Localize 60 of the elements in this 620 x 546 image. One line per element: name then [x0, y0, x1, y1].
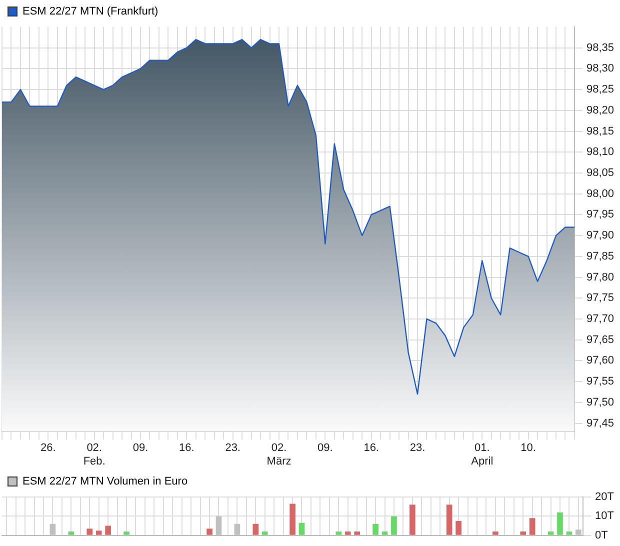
bar: [124, 532, 130, 535]
x-tick-label: 16.: [179, 442, 194, 454]
bar: [548, 532, 554, 535]
bar: [382, 532, 388, 535]
y-tick-label: 0T: [595, 529, 608, 542]
x-tick-label: 16.: [364, 442, 379, 454]
y-tick-label: 98,00: [586, 188, 614, 200]
bar: [529, 518, 536, 535]
bar: [252, 524, 259, 535]
bar: [391, 516, 397, 535]
bar: [298, 522, 305, 535]
bar: [290, 504, 296, 535]
bar: [262, 532, 268, 535]
y-tick-label: 10T: [595, 510, 614, 522]
y-tick-label: 20T: [595, 491, 614, 504]
bar: [105, 526, 111, 535]
bar: [520, 532, 526, 535]
y-tick-label: 97,55: [586, 376, 614, 388]
y-tick-label: 98,25: [586, 84, 614, 96]
bar: [86, 528, 93, 535]
bar: [206, 528, 212, 535]
bar: [336, 532, 342, 535]
y-tick-label: 97,85: [586, 250, 614, 262]
bar: [354, 532, 360, 535]
y-tick-label: 97,80: [586, 271, 614, 284]
y-tick-label: 98,10: [586, 146, 614, 158]
x-tick-label: 23.: [410, 442, 426, 454]
y-tick-label: 98,20: [586, 104, 614, 116]
y-tick-label: 97,95: [586, 208, 614, 221]
x-tick-label: 02. März: [266, 442, 292, 468]
y-tick-label: 97,70: [586, 313, 614, 326]
x-tick-label: 01. April: [471, 442, 494, 468]
bar: [492, 532, 498, 535]
x-tick-label: 09.: [318, 442, 333, 454]
bar: [456, 521, 462, 535]
bar: [566, 532, 572, 535]
x-tick-label: 23.: [225, 442, 240, 454]
legend-label: ESM 22/27 MTN Volumen in Euro: [22, 476, 188, 488]
y-tick-label: 97,90: [586, 230, 614, 242]
y-tick-label: 97,60: [586, 354, 614, 367]
x-tick-label: 10.: [520, 442, 536, 454]
bar: [446, 504, 452, 535]
x-tick-label: 26.: [40, 442, 56, 454]
bar: [68, 532, 74, 535]
y-tick-label: 98,30: [586, 62, 614, 75]
y-tick-label: 98,35: [586, 42, 614, 54]
bar: [344, 532, 351, 535]
x-tick-label: 09.: [132, 442, 148, 454]
y-tick-label: 97,50: [586, 396, 614, 408]
bar: [557, 512, 563, 535]
y-tick-label: 98,15: [586, 125, 614, 138]
y-tick-label: 97,75: [586, 292, 614, 304]
legend-label: ESM 22/27 MTN (Frankfurt): [22, 6, 158, 18]
bar: [372, 524, 378, 535]
y-tick-label: 98,05: [586, 167, 614, 180]
y-tick-label: 97,65: [586, 334, 614, 346]
y-tick-label: 97,45: [586, 417, 614, 430]
bar: [410, 504, 416, 535]
x-tick-label: 02. Feb.: [83, 442, 106, 468]
bar: [96, 530, 102, 535]
